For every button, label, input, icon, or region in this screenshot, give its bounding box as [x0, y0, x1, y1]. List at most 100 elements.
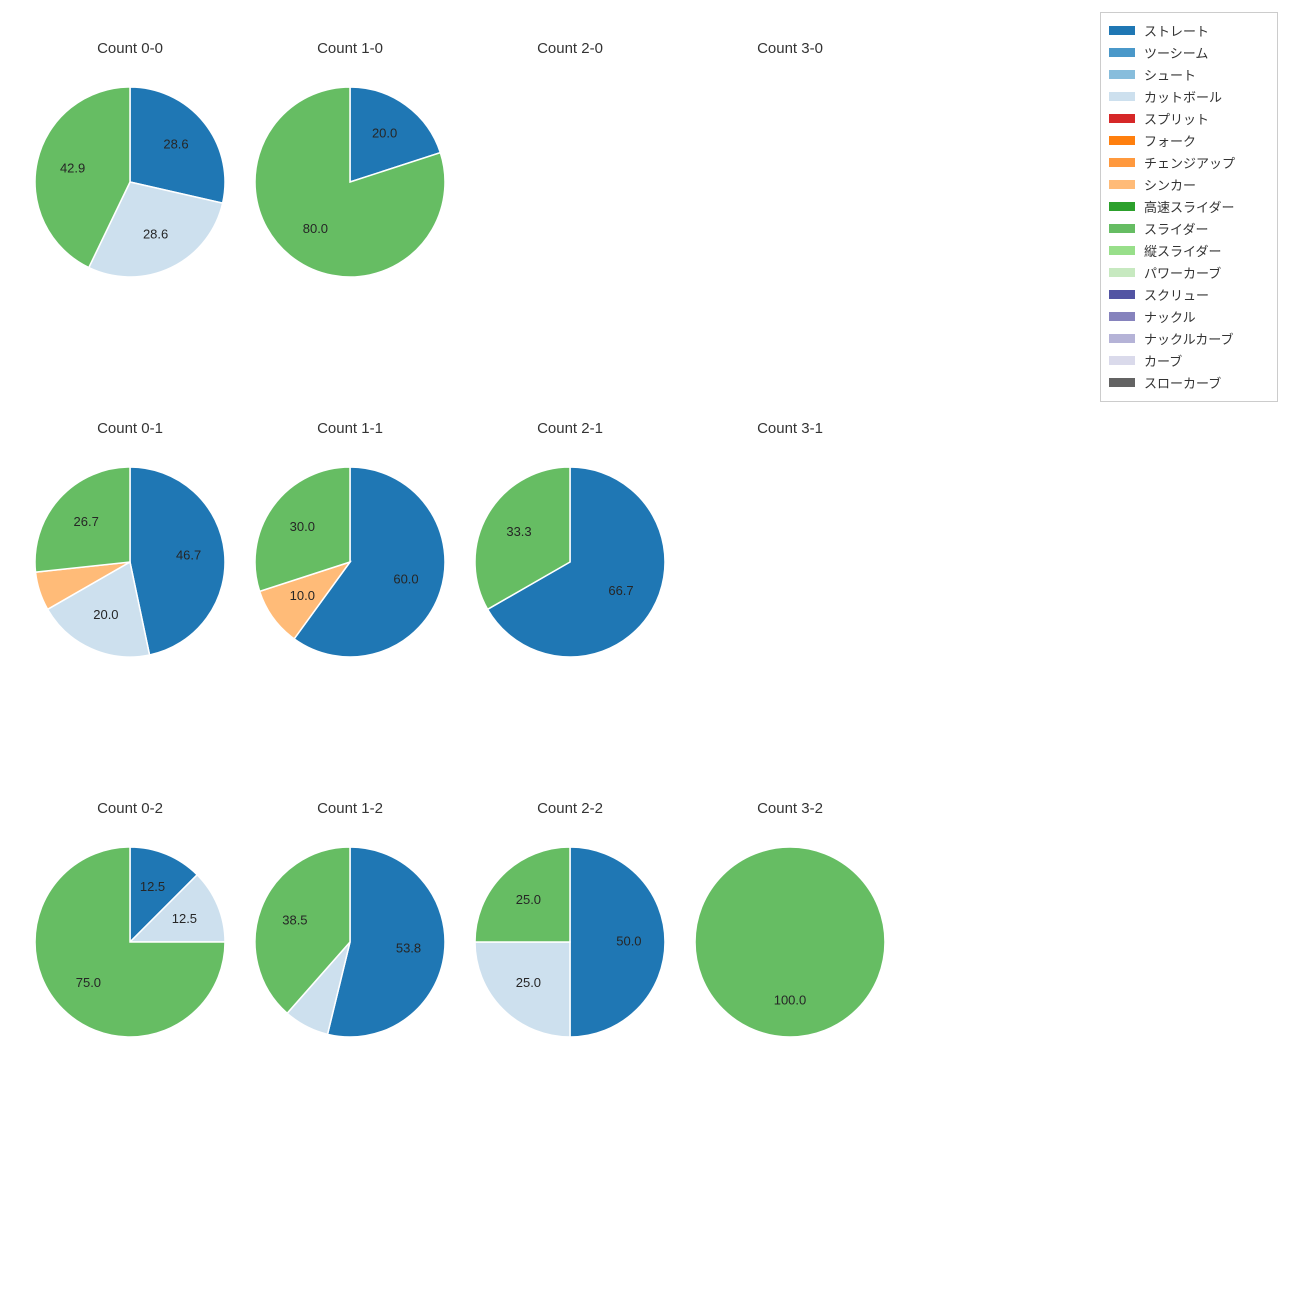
legend-label: ツーシーム	[1144, 43, 1208, 62]
pie-chart: 50.025.025.0	[470, 842, 670, 1042]
pie-holder: 53.8 38.5	[250, 842, 450, 1042]
chart-cell: Count 2-1 66.733.3	[460, 420, 680, 800]
pie-chart: 100.0	[690, 842, 890, 1042]
pie-chart: 46.720.026.7	[30, 462, 230, 662]
legend-label: スライダー	[1144, 219, 1208, 238]
slice-label: 33.3	[506, 524, 531, 539]
chart-cell: Count 0-028.628.642.9	[20, 40, 240, 420]
legend-label: カーブ	[1144, 351, 1182, 370]
chart-cell: Count 0-212.512.575.0	[20, 800, 240, 1180]
legend-swatch	[1109, 48, 1135, 57]
legend-item: ナックルカーブ	[1109, 327, 1269, 349]
legend-item: カーブ	[1109, 349, 1269, 371]
legend-swatch	[1109, 136, 1135, 145]
slice-label: 12.5	[140, 879, 165, 894]
chart-cell: Count 0-146.720.026.7	[20, 420, 240, 800]
legend-swatch	[1109, 180, 1135, 189]
legend-item: チェンジアップ	[1109, 151, 1269, 173]
legend-label: フォーク	[1144, 131, 1196, 150]
pie-chart: 12.5 12.5 75.0	[30, 842, 230, 1042]
pie-chart	[690, 462, 890, 662]
pie-holder: 60.0 10.0 30.0	[250, 462, 450, 662]
chart-cell: Count 3-2 100.0	[680, 800, 900, 1180]
pie-holder: 28.628.642.9	[30, 82, 230, 282]
legend-label: スローカーブ	[1144, 373, 1221, 392]
legend-swatch	[1109, 26, 1135, 35]
legend-swatch	[1109, 70, 1135, 79]
legend-label: ストレート	[1144, 21, 1209, 40]
legend-label: 高速スライダー	[1144, 197, 1234, 216]
legend-swatch	[1109, 268, 1135, 277]
slice-label: 12.5	[172, 911, 197, 926]
slice-label: 25.0	[516, 892, 541, 907]
legend-label: チェンジアップ	[1144, 153, 1235, 172]
legend-item: ツーシーム	[1109, 41, 1269, 63]
chart-title: Count 2-0	[460, 40, 680, 57]
pie-chart: 66.733.3	[470, 462, 670, 662]
legend-item: ストレート	[1109, 19, 1269, 41]
chart-title: Count 3-2	[680, 800, 900, 817]
legend-swatch	[1109, 224, 1135, 233]
legend-swatch	[1109, 158, 1135, 167]
slice-label: 42.9	[60, 160, 85, 175]
legend-swatch	[1109, 356, 1135, 365]
chart-title: Count 3-0	[680, 40, 900, 57]
legend-item: シンカー	[1109, 173, 1269, 195]
slice-label: 30.0	[290, 519, 315, 534]
slice-label: 60.0	[393, 572, 418, 587]
slice-label: 20.0	[372, 126, 397, 141]
slice-label: 26.7	[74, 514, 99, 529]
pie-chart: 28.628.642.9	[30, 82, 230, 282]
legend-item: スライダー	[1109, 217, 1269, 239]
slice-label: 53.8	[396, 940, 421, 955]
pitch-type-legend: ストレートツーシームシュートカットボールスプリットフォークチェンジアップシンカー…	[1100, 12, 1278, 402]
pie-slice	[695, 847, 885, 1037]
legend-item: 縦スライダー	[1109, 239, 1269, 261]
legend-label: スクリュー	[1144, 285, 1209, 304]
chart-cell: Count 3-1	[680, 420, 900, 800]
chart-title: Count 3-1	[680, 420, 900, 437]
legend-label: ナックルカーブ	[1144, 329, 1233, 348]
legend-swatch	[1109, 334, 1135, 343]
slice-label: 25.0	[516, 975, 541, 990]
chart-cell: Count 3-0	[680, 40, 900, 420]
chart-grid: Count 0-028.628.642.9Count 1-020.080.0Co…	[20, 40, 900, 1180]
chart-title: Count 1-0	[240, 40, 460, 57]
legend-swatch	[1109, 114, 1135, 123]
legend-item: シュート	[1109, 63, 1269, 85]
legend-item: カットボール	[1109, 85, 1269, 107]
slice-label: 75.0	[76, 975, 101, 990]
pie-holder	[470, 82, 670, 282]
chart-title: Count 1-2	[240, 800, 460, 817]
pie-holder: 100.0	[690, 842, 890, 1042]
legend-label: シュート	[1144, 65, 1196, 84]
chart-title: Count 2-1	[460, 420, 680, 437]
chart-title: Count 0-1	[20, 420, 240, 437]
slice-label: 38.5	[282, 913, 307, 928]
pie-holder	[690, 462, 890, 662]
legend-item: スローカーブ	[1109, 371, 1269, 393]
legend-swatch	[1109, 312, 1135, 321]
legend-label: スプリット	[1144, 109, 1209, 128]
slice-label: 80.0	[303, 221, 328, 236]
pie-chart	[470, 82, 670, 282]
legend-item: 高速スライダー	[1109, 195, 1269, 217]
slice-label: 10.0	[290, 588, 315, 603]
legend-swatch	[1109, 378, 1135, 387]
slice-label: 100.0	[774, 992, 807, 1007]
slice-label: 20.0	[93, 607, 118, 622]
legend-swatch	[1109, 246, 1135, 255]
legend-swatch	[1109, 92, 1135, 101]
pitch-by-count-page: Count 0-028.628.642.9Count 1-020.080.0Co…	[0, 0, 1300, 1300]
chart-cell: Count 2-250.025.025.0	[460, 800, 680, 1180]
chart-title: Count 1-1	[240, 420, 460, 437]
pie-holder: 66.733.3	[470, 462, 670, 662]
legend-label: カットボール	[1144, 87, 1222, 106]
legend-label: シンカー	[1144, 175, 1196, 194]
chart-cell: Count 1-2 53.8 38.5	[240, 800, 460, 1180]
pie-chart: 20.0 80.0	[250, 82, 450, 282]
legend-label: ナックル	[1144, 307, 1196, 326]
chart-cell: Count 2-0	[460, 40, 680, 420]
pie-holder	[690, 82, 890, 282]
slice-label: 28.6	[163, 137, 188, 152]
